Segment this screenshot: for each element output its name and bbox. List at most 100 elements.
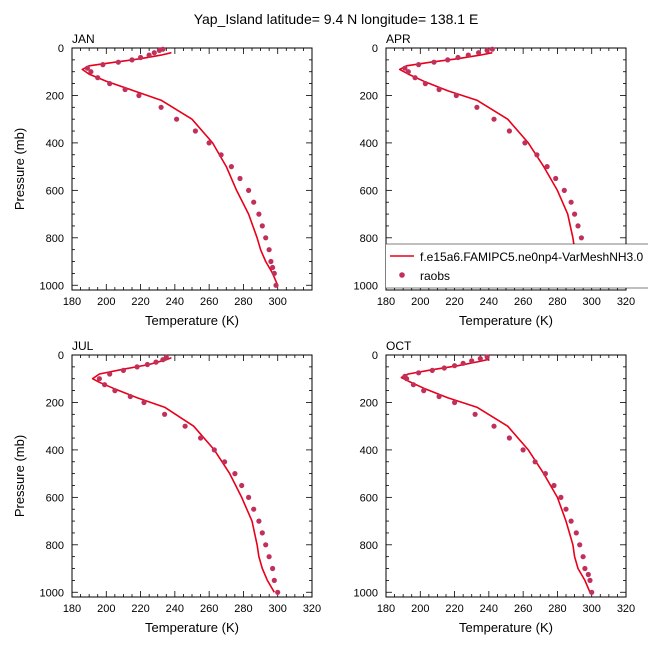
- y-tick-label: 800: [360, 233, 378, 245]
- panel-label: OCT: [386, 339, 412, 353]
- x-tick-label: 180: [63, 296, 81, 308]
- obs-point: [259, 223, 265, 229]
- x-tick-label: 180: [377, 296, 395, 308]
- y-tick-label: 1000: [40, 587, 64, 599]
- obs-point: [270, 565, 276, 572]
- obs-point: [153, 359, 159, 365]
- obs-point: [422, 81, 428, 87]
- obs-point: [402, 373, 408, 379]
- obs-point: [112, 388, 118, 394]
- obs-point: [115, 59, 121, 65]
- obs-point: [474, 104, 480, 110]
- x-tick-label: 280: [548, 603, 566, 615]
- obs-point: [239, 482, 245, 489]
- obs-point: [484, 354, 490, 360]
- x-tick-label: 240: [166, 603, 184, 615]
- x-tick-label: 260: [200, 296, 218, 308]
- x-tick-label: 240: [166, 296, 184, 308]
- obs-point: [158, 104, 164, 110]
- x-tick-label: 180: [63, 603, 81, 615]
- obs-point: [246, 494, 252, 500]
- obs-point: [534, 152, 540, 158]
- obs-point: [162, 411, 168, 417]
- obs-point: [256, 211, 262, 217]
- x-tick-label: 260: [514, 296, 532, 308]
- y-tick-label: 400: [360, 138, 378, 150]
- y-tick-label: 600: [360, 185, 378, 197]
- obs-point: [271, 270, 277, 276]
- panels: 180 200 220 240 260 280 300 0 200 400 600 800 1000 Te…: [12, 32, 635, 635]
- x-tick-label: 260: [200, 603, 218, 615]
- x-tick-label: 280: [234, 603, 252, 615]
- obs-point: [182, 423, 188, 429]
- x-axis-label: Temperature (K): [145, 313, 239, 328]
- x-axis-label: Temperature (K): [459, 620, 553, 635]
- obs-point: [544, 164, 550, 170]
- y-tick-label: 600: [360, 492, 378, 504]
- figure-title: Yap_Island latitude= 9.4 N longitude= 13…: [194, 11, 479, 27]
- obs-point: [232, 471, 238, 477]
- y-tick-label: 1000: [354, 587, 378, 599]
- y-tick-label: 400: [46, 445, 64, 457]
- x-tick-label: 280: [234, 296, 252, 308]
- panel-label: APR: [386, 32, 411, 46]
- obs-point: [270, 264, 276, 271]
- panel-oct: 180 200 220 240 260 280 300 320 0 200 400 600 800 100…: [354, 339, 636, 635]
- panel-label: JUL: [72, 339, 94, 353]
- obs-point: [452, 399, 458, 406]
- obs-point: [263, 235, 269, 241]
- obs-point: [211, 447, 217, 453]
- legend-obs-label: raobs: [420, 269, 450, 283]
- obs-point: [568, 199, 574, 205]
- obs-point: [491, 116, 497, 122]
- obs-point: [102, 382, 108, 388]
- obs-point: [476, 50, 482, 56]
- y-tick-label: 400: [360, 445, 378, 457]
- obs-point: [568, 518, 574, 524]
- obs-point: [263, 542, 269, 548]
- obs-point: [587, 577, 593, 584]
- obs-point: [141, 399, 147, 406]
- obs-point: [127, 393, 133, 400]
- obs-point: [453, 92, 459, 99]
- obs-point: [146, 52, 152, 58]
- obs-point: [275, 589, 281, 595]
- obs-point: [96, 376, 102, 382]
- obs-point: [273, 282, 279, 288]
- y-tick-label: 200: [46, 397, 64, 409]
- panel-jul: 180 200 220 240 260 280 300 320 0 200 400 600 800 100…: [12, 339, 321, 635]
- obs-point: [120, 367, 126, 373]
- obs-point: [578, 235, 585, 241]
- obs-point: [465, 52, 471, 58]
- obs-point: [222, 459, 228, 465]
- obs-point: [460, 360, 466, 366]
- obs-point: [563, 506, 569, 512]
- obs-point: [452, 363, 458, 369]
- obs-point: [256, 518, 262, 524]
- obs-point: [412, 75, 418, 81]
- x-tick-label: 220: [131, 603, 149, 615]
- obs-point: [506, 435, 512, 441]
- x-axis-label: Temperature (K): [459, 313, 553, 328]
- obs-point: [489, 46, 495, 52]
- obs-point: [551, 482, 557, 489]
- obs-point: [218, 152, 224, 158]
- obs-point: [520, 447, 526, 453]
- obs-point: [405, 69, 411, 75]
- obs-point: [198, 435, 204, 441]
- x-tick-label: 200: [411, 603, 429, 615]
- y-tick-label: 1000: [40, 280, 64, 292]
- obs-point: [138, 54, 144, 61]
- obs-point: [237, 175, 243, 182]
- obs-point: [402, 65, 408, 71]
- obs-point: [416, 370, 422, 376]
- y-tick-label: 0: [58, 350, 64, 362]
- x-tick-label: 320: [303, 603, 321, 615]
- obs-point: [441, 365, 447, 371]
- obs-point: [129, 57, 135, 63]
- plot-frame: [71, 354, 313, 598]
- obs-point: [582, 565, 588, 572]
- model-profile-line: [81, 51, 279, 286]
- x-tick-label: 300: [269, 296, 287, 308]
- model-profile-line: [400, 358, 591, 593]
